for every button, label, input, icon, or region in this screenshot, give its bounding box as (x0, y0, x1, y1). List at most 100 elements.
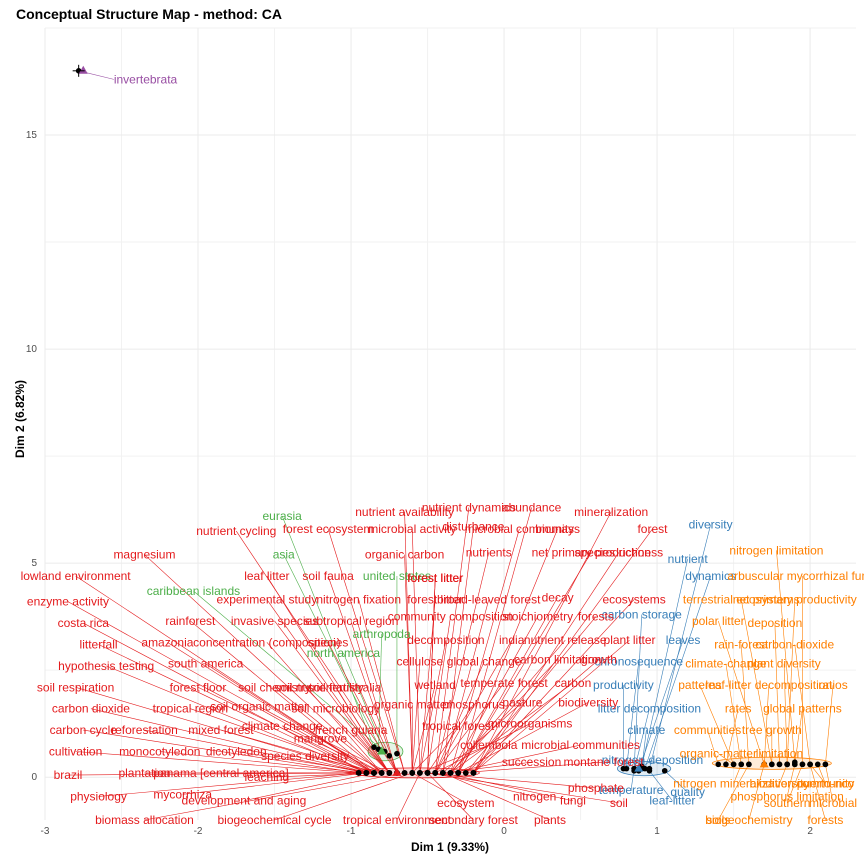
point-label: soil nutrient (274, 680, 336, 694)
leader-line (190, 620, 375, 774)
point-label: diversity (689, 518, 733, 532)
point-label: terrestrial ecosystems (683, 593, 800, 607)
leader-line (699, 685, 734, 765)
leader-line (644, 575, 711, 769)
leader-line (450, 682, 574, 774)
data-point (620, 765, 627, 772)
data-point (723, 761, 729, 768)
point-label: soils (706, 813, 730, 827)
point-label: tropical environment (343, 813, 452, 827)
point-label: organic carbon (365, 548, 444, 562)
leader-line (825, 764, 834, 803)
data-point (363, 770, 370, 776)
y-tick-label: 15 (26, 130, 38, 141)
point-label: carbon dioxide (52, 702, 130, 716)
leader-line (434, 507, 470, 773)
leader-line (809, 764, 826, 784)
data-point (386, 770, 393, 776)
point-label: carbon (555, 676, 592, 690)
leader-line (786, 764, 803, 803)
leader-line (450, 659, 558, 774)
leader-line (458, 761, 604, 774)
point-label: nutrient cycling (196, 524, 276, 538)
leader-line (649, 524, 711, 769)
leader-line (274, 772, 413, 821)
leader-line (457, 507, 532, 773)
x-tick-label: 1 (654, 826, 660, 837)
point-label: organic matter (374, 697, 451, 711)
leader-line (442, 772, 551, 821)
point-label: carbon-dioxide (755, 637, 834, 651)
leader-line (638, 640, 684, 771)
point-label: microbial communities (521, 738, 640, 752)
data-point (730, 761, 737, 768)
point-label: biodiversity (558, 695, 618, 709)
centroid-marker (634, 763, 644, 772)
point-label: soil chemistry (238, 680, 311, 694)
leader-line (450, 616, 538, 774)
leader-line (266, 599, 390, 774)
point-label: dicotyledon (206, 745, 267, 759)
data-point (371, 770, 377, 776)
leader-line (343, 652, 385, 752)
point-label: disturbance (442, 520, 504, 534)
leader-line (404, 554, 413, 773)
leader-line (304, 687, 390, 774)
leader-line (427, 772, 619, 804)
point-label: nitrogen deposition (602, 753, 703, 767)
point-label: plantation (118, 766, 170, 780)
point-label: nutrient availability (355, 505, 454, 519)
point-label: soil organic matter (210, 700, 308, 714)
point-label: rain-forest (714, 637, 769, 651)
leader-line (411, 685, 436, 773)
point-label: concentration (composition) (193, 635, 340, 649)
point-label: forest ecosystem (283, 522, 374, 536)
leader-line (282, 725, 382, 774)
point-label: eurasia (262, 509, 302, 523)
leader-line (412, 772, 466, 804)
point-label: forest litter (407, 571, 463, 585)
point-label: biomass (535, 522, 580, 536)
data-point (470, 770, 477, 776)
y-tick-label: 5 (31, 558, 37, 569)
leader-line (450, 639, 566, 774)
leader-line (809, 764, 826, 821)
point-label: chronosequence (594, 655, 683, 669)
leader-line (633, 614, 643, 769)
point-label: wetland (414, 678, 456, 692)
data-point (432, 770, 438, 776)
point-label: forests (807, 813, 843, 827)
point-label: collembola (460, 738, 518, 752)
leader-line (786, 599, 796, 765)
point-label: litter decomposition (598, 702, 701, 716)
leader-line (641, 730, 647, 769)
point-label: puerto-rico (797, 777, 855, 791)
point-label: nitrogen limitation (729, 543, 823, 557)
leader-line (794, 644, 811, 765)
leader-line (718, 753, 734, 765)
leader-line (794, 708, 803, 765)
point-label: panama [central america] (153, 766, 288, 780)
point-label: stoichiometry (502, 610, 573, 624)
point-label: forest litter (407, 593, 463, 607)
leader-line (457, 552, 592, 774)
leader-line (817, 764, 826, 784)
leader-line (718, 764, 750, 821)
leader-line (159, 751, 367, 774)
leader-line (457, 528, 558, 774)
point-label: litterfall (80, 637, 118, 651)
point-label: phosphorus limitation (730, 789, 843, 803)
point-label: net primary productivity (733, 593, 857, 607)
point-label: mixed forest (188, 723, 254, 737)
point-label: costa rica (58, 616, 110, 630)
leader-line (465, 659, 600, 774)
point-label: amazonia (141, 635, 193, 649)
point-label: patterns (678, 678, 721, 692)
point-label: organic-matter (680, 747, 757, 761)
leader-line (748, 764, 765, 821)
leader-line (427, 616, 451, 773)
x-tick-label: -2 (194, 826, 203, 837)
data-point (417, 770, 423, 776)
point-label: quality (670, 785, 705, 799)
point-label: reforestation (111, 723, 178, 737)
